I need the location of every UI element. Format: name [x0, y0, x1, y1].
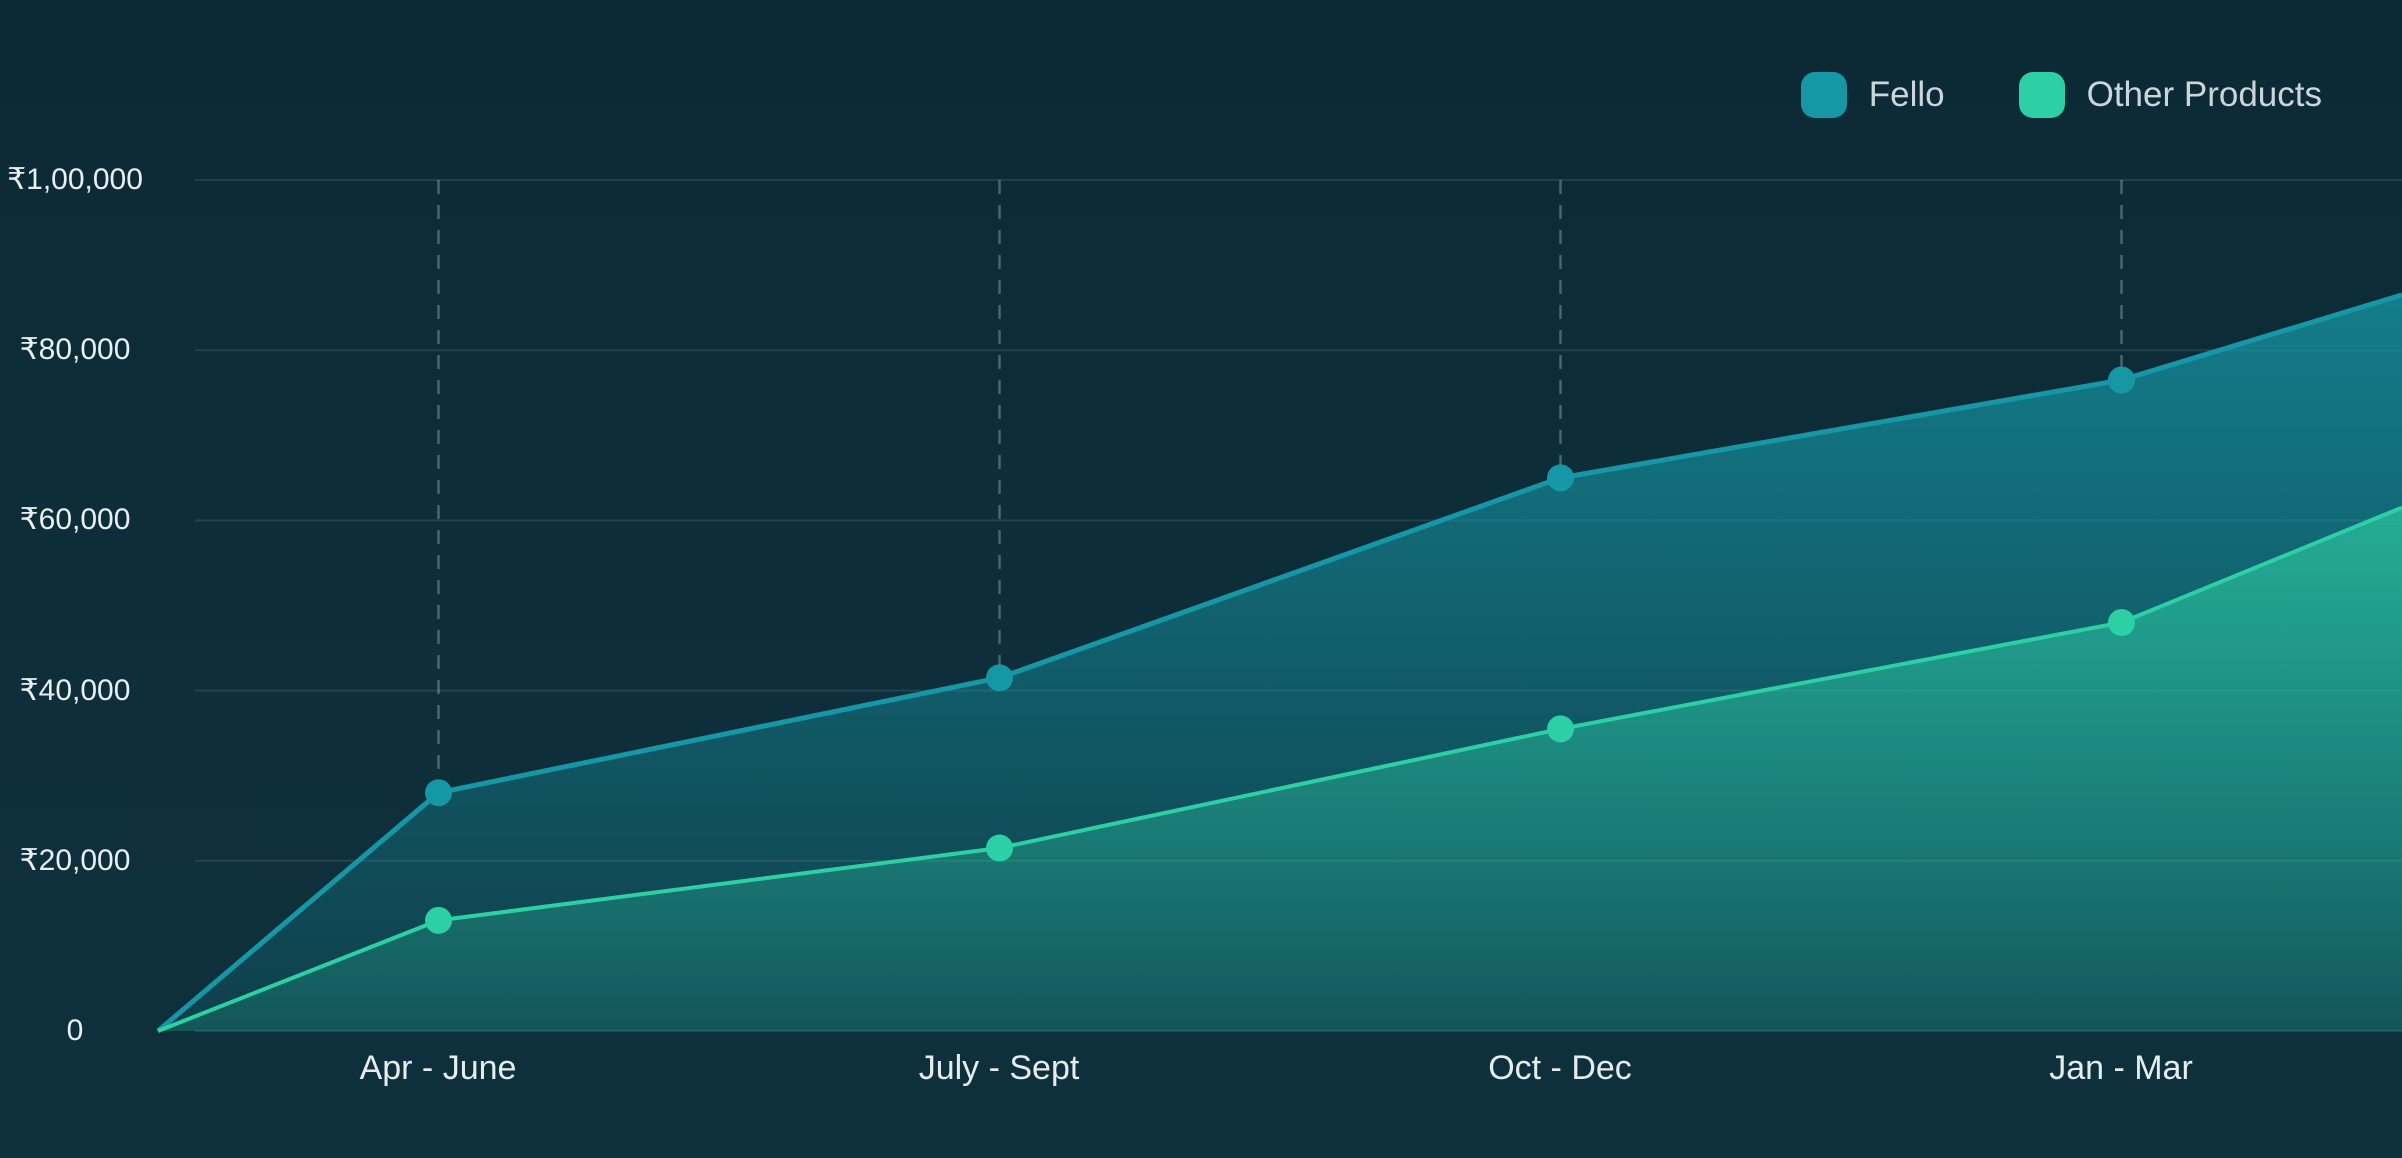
chart-legend: Fello Other Products	[1800, 72, 2322, 118]
y-tick-0: 0	[66, 1014, 84, 1047]
fello-line	[156, 292, 2402, 1033]
x-tick-july-sept: July - Sept	[918, 1049, 1080, 1087]
x-tick-jan-mar: Jan - Mar	[2049, 1049, 2193, 1087]
other-products-line	[157, 505, 2402, 1033]
fello-point-jan-mar[interactable]	[2108, 366, 2135, 394]
other-products-area	[158, 507, 2402, 1032]
y-tick-20000: ₹20,000	[19, 844, 131, 877]
legend-item-other-products[interactable]: Other Products	[2018, 72, 2322, 118]
x-tick-oct-dec: Oct - Dec	[1488, 1049, 1632, 1087]
other-products-legend-swatch	[2018, 72, 2065, 118]
y-tick-60000: ₹60,000	[19, 503, 131, 536]
legend-item-fello[interactable]: Fello	[1800, 72, 1945, 118]
y-tick-100000: ₹1,00,000	[7, 163, 143, 196]
fello-point-july-sept[interactable]	[986, 664, 1013, 692]
fello-point-apr-june[interactable]	[425, 779, 452, 807]
fello-legend-label: Fello	[1868, 75, 1945, 114]
other-products-point-jan-mar[interactable]	[2108, 609, 2135, 637]
other-products-legend-label: Other Products	[2086, 75, 2322, 114]
fello-point-oct-dec[interactable]	[1547, 464, 1574, 492]
other-products-point-oct-dec[interactable]	[1547, 715, 1574, 743]
fello-legend-swatch	[1800, 72, 1847, 118]
other-products-point-july-sept[interactable]	[986, 834, 1013, 862]
y-tick-40000: ₹40,000	[19, 674, 131, 707]
vertical-dashed-guides	[437, 180, 2123, 793]
x-tick-apr-june: Apr - June	[359, 1049, 517, 1087]
y-tick-80000: ₹80,000	[19, 333, 131, 366]
other-products-point-apr-june[interactable]	[425, 906, 452, 934]
